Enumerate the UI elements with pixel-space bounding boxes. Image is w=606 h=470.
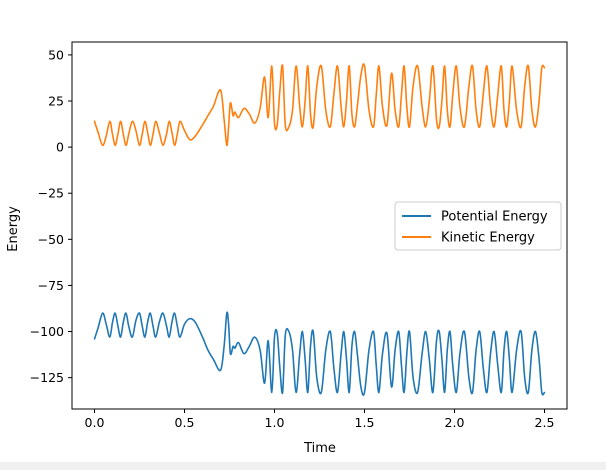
series-line-potential-energy (93, 311, 546, 396)
x-tick-label: 2.5 (535, 415, 555, 430)
x-tick-label: 1.0 (265, 415, 285, 430)
y-tick-label: 50 (48, 47, 64, 62)
x-tick-label: 0.0 (85, 415, 105, 430)
axes-frame (71, 41, 568, 410)
x-tick-label: 0.5 (175, 415, 195, 430)
y-tick-label: 0 (56, 140, 64, 155)
y-tick-label: −100 (30, 324, 64, 339)
x-tick-label: 1.5 (355, 415, 375, 430)
y-tick-label: −50 (38, 232, 64, 247)
x-tick-label: 2.0 (445, 415, 465, 430)
y-tick-label: −25 (38, 186, 64, 201)
axis-ticks: 0.0 0.5 1.0 1.5 2.0 2.5 50 25 0 −25 −50 −75 −100 −125 (30, 47, 555, 430)
y-axis-label: Energy (6, 206, 21, 252)
legend-box (394, 201, 562, 251)
y-tick-label: −75 (38, 278, 64, 293)
series-line-kinetic-energy (93, 63, 546, 147)
legend-label-kinetic-energy: Kinetic Energy (441, 231, 535, 246)
y-tick-label: −125 (30, 370, 64, 385)
legend: Potential Energy Kinetic Energy (394, 201, 562, 251)
x-axis-label: Time (303, 441, 336, 456)
y-tick-label: 25 (48, 94, 64, 109)
legend-label-potential-energy: Potential Energy (441, 210, 548, 225)
series-layer (93, 63, 546, 396)
